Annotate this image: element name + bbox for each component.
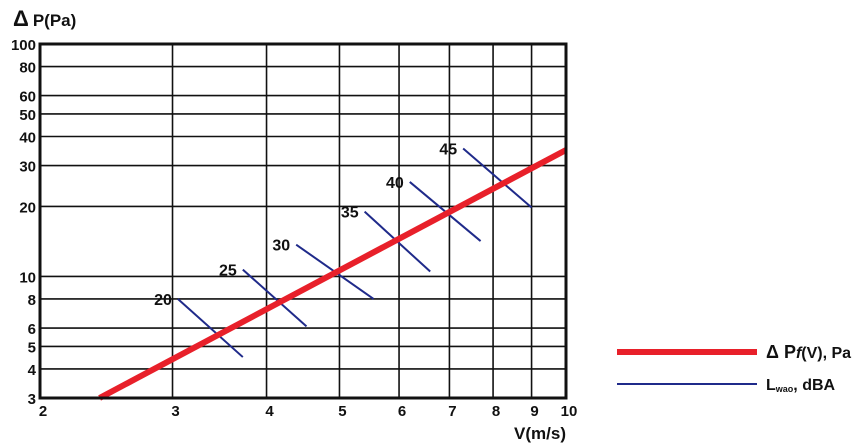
noise-isoline (177, 298, 244, 358)
legend-pressure-italic: f (796, 345, 803, 362)
x-axis-title: V(m/s) (514, 424, 566, 443)
y-tick-label: 100 (11, 37, 36, 54)
noise-isoline (242, 268, 308, 328)
y-tick-label: 8 (28, 292, 36, 309)
noise-isolines: 20 25 30 35 40 45 (154, 142, 533, 358)
y-tick-label: 30 (19, 159, 36, 176)
x-tick-label: 9 (530, 403, 538, 420)
x-tick-label: 6 (398, 403, 406, 420)
y-tick-label: 4 (28, 362, 37, 379)
legend-pressure-suffix: (V), Pa (801, 345, 851, 362)
noise-isoline-label: 20 (154, 292, 172, 309)
y-tick-label: 40 (19, 130, 36, 147)
x-tick-label: 10 (561, 403, 578, 420)
legend-label-noise: Lwao, dBA (766, 377, 836, 394)
y-tick-label: 20 (19, 199, 36, 216)
y-tick-label: 50 (19, 107, 36, 124)
noise-isoline-label: 45 (439, 142, 457, 159)
grid (39, 43, 567, 399)
noise-isoline-label: 25 (219, 263, 237, 280)
pressure-curve (98, 147, 568, 401)
noise-isoline-label: 40 (386, 175, 404, 192)
x-tick-label: 7 (448, 403, 456, 420)
x-tick-label: 4 (265, 403, 274, 420)
legend: Δ Pf(V), Pa Lwao, dBA (617, 342, 851, 394)
y-tick-label: 6 (28, 321, 36, 338)
legend-pressure-prefix: Δ P (766, 342, 796, 362)
y-tick-label: 10 (19, 269, 36, 286)
legend-label-pressure: Δ Pf(V), Pa (766, 342, 851, 362)
noise-isoline (462, 147, 533, 209)
legend-noise-suffix: , dBA (793, 377, 835, 394)
x-tick-label: 8 (492, 403, 500, 420)
plot-frame (38, 42, 568, 400)
legend-noise-main: L (766, 377, 776, 394)
noise-isoline-label: 30 (272, 238, 290, 255)
delta-symbol: Δ (13, 6, 29, 31)
y-tick-label: 5 (28, 339, 36, 356)
y-axis-title-text: P(Pa) (33, 11, 76, 30)
x-tick-label: 3 (171, 403, 179, 420)
y-tick-label: 80 (19, 60, 36, 77)
x-tick-label: 2 (39, 403, 47, 420)
legend-noise-sub: wao (775, 384, 794, 394)
y-axis-title: Δ P(Pa) (13, 6, 76, 31)
noise-isoline-label: 35 (341, 205, 359, 222)
y-tick-label: 3 (28, 391, 36, 408)
pressure-curve-group (98, 147, 568, 401)
x-tick-label: 5 (338, 403, 346, 420)
y-tick-label: 60 (19, 89, 36, 106)
